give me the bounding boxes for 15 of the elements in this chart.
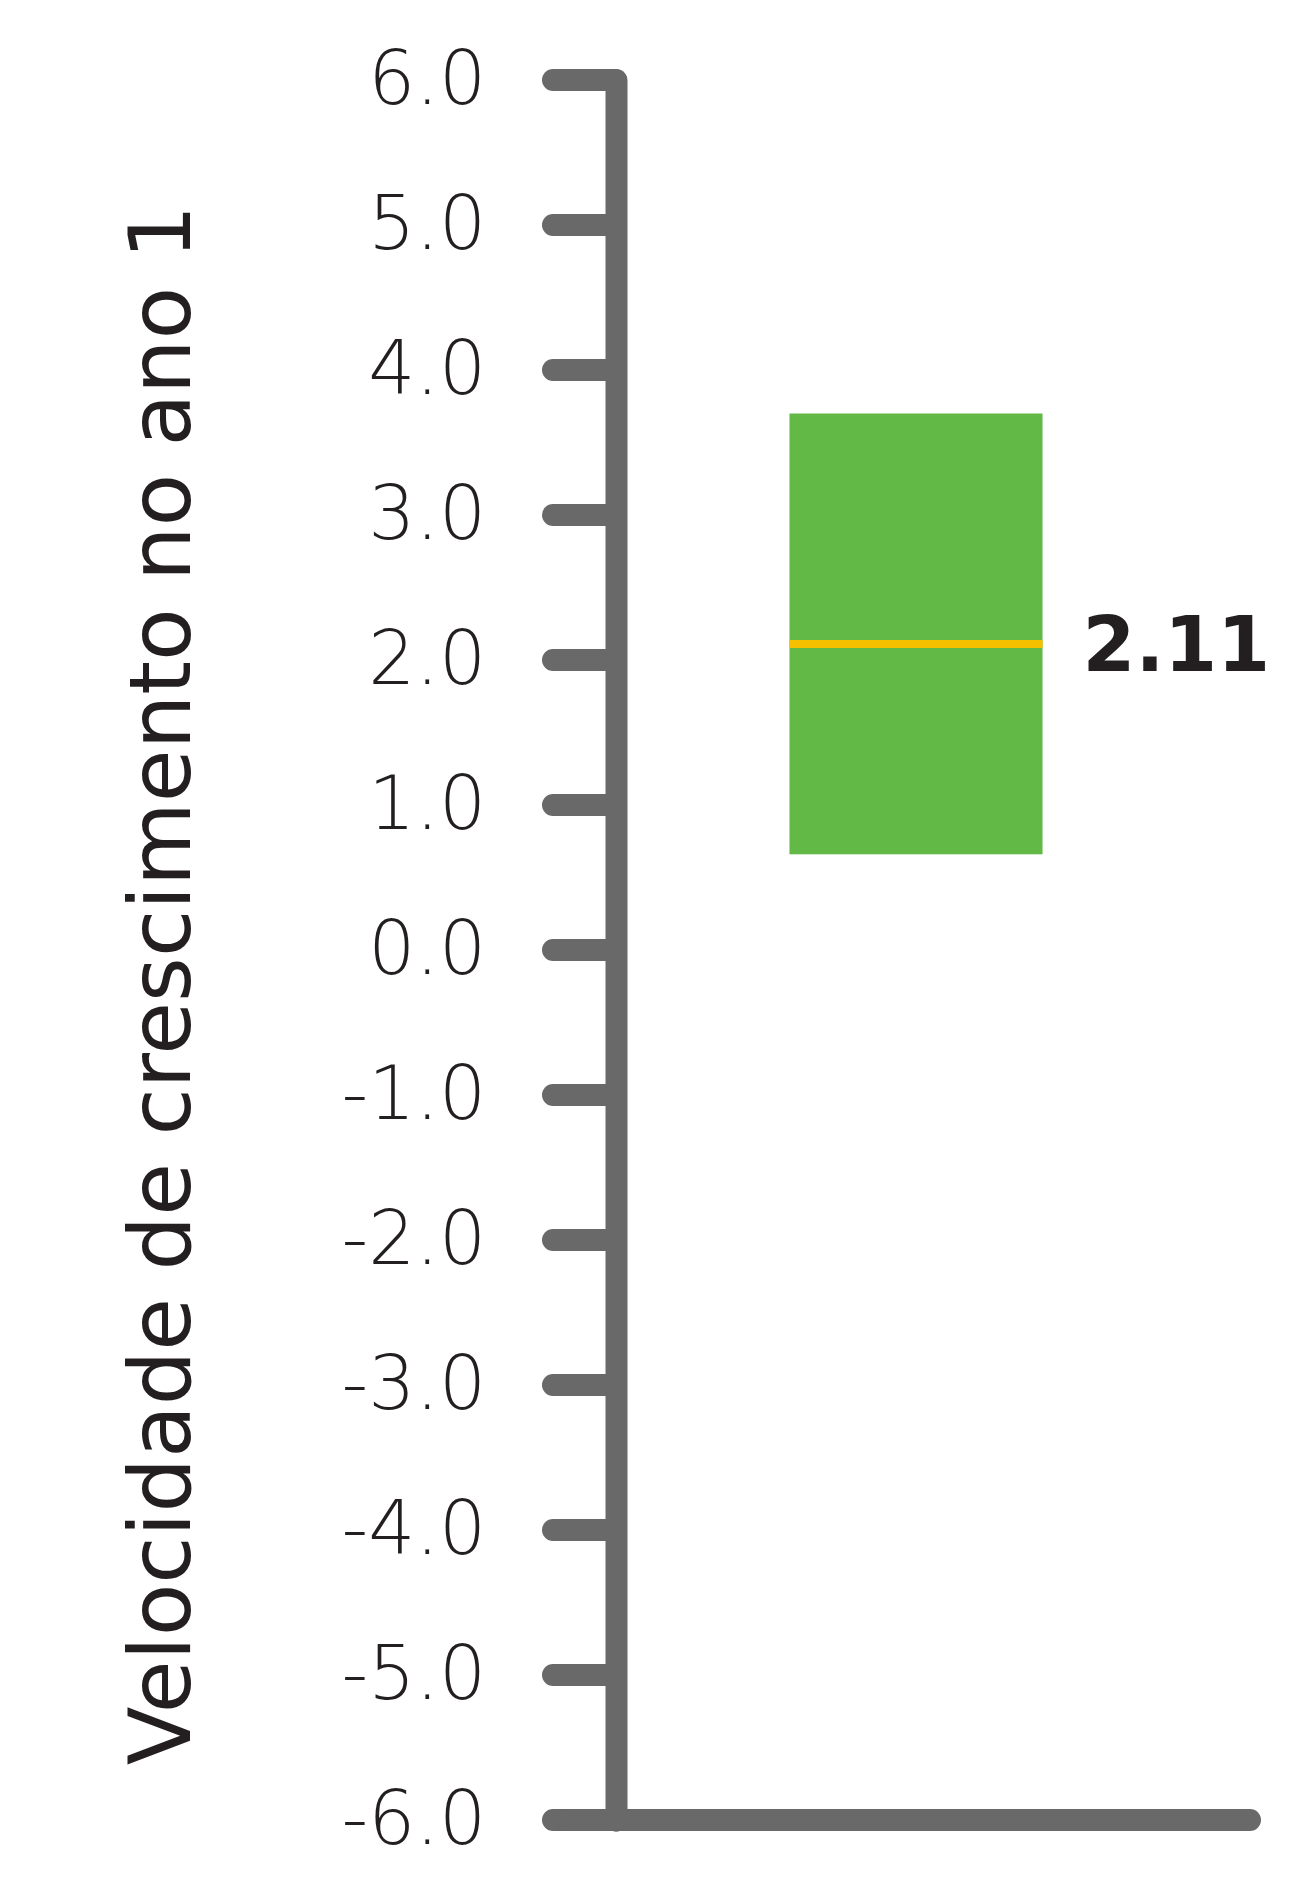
y-tick-label: -4.0 xyxy=(341,1485,486,1572)
y-tick-label: 3.0 xyxy=(368,470,486,557)
y-axis-title: Velocidade de crescimento no ano 1 xyxy=(110,204,210,1766)
y-tick-label: 5.0 xyxy=(368,180,486,267)
y-tick-label: -3.0 xyxy=(341,1340,486,1427)
y-tick-label: 2.0 xyxy=(368,615,486,702)
y-tick-label: 1.0 xyxy=(368,760,486,847)
y-tick-label: -5.0 xyxy=(341,1630,486,1717)
annotation: 2.11 xyxy=(1082,599,1271,689)
y-tick-label: 4.0 xyxy=(368,325,486,412)
y-tick-label: -6.0 xyxy=(341,1775,486,1862)
y-tick-label: 6.0 xyxy=(368,35,486,122)
y-tick-label: 0.0 xyxy=(368,905,486,992)
y-tick-label: -1.0 xyxy=(341,1050,486,1137)
y-tick-label: -2.0 xyxy=(341,1195,486,1282)
